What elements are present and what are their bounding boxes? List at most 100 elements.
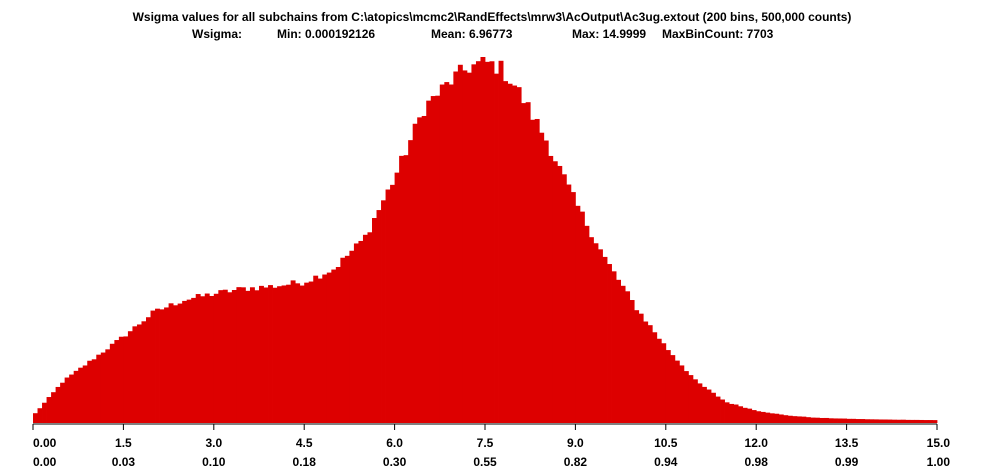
histogram-bar	[227, 292, 233, 423]
histogram-bar	[584, 225, 590, 423]
histogram-bar	[213, 293, 219, 423]
x-tick-label: 4.5	[296, 436, 313, 450]
histogram-bar	[421, 115, 427, 423]
histogram-bar	[833, 418, 838, 423]
histogram-bar	[304, 282, 310, 423]
histogram-bar	[896, 419, 902, 423]
histogram-bar	[204, 293, 210, 423]
histogram-bar	[512, 85, 518, 423]
histogram-bar	[394, 172, 400, 423]
histogram-bar	[824, 417, 829, 423]
histogram-bar	[87, 360, 93, 423]
histogram-bar	[209, 295, 215, 423]
histogram-bar	[64, 377, 70, 423]
histogram-bar	[751, 410, 757, 423]
histogram-bar	[561, 174, 567, 423]
histogram-bar	[222, 289, 228, 423]
histogram-bar	[118, 336, 124, 423]
stats-maxbincount: MaxBinCount: 7703	[662, 27, 774, 41]
histogram-bar	[552, 161, 558, 423]
histogram-bar	[109, 343, 115, 423]
histogram-bar	[448, 84, 454, 423]
histogram-bar	[191, 297, 197, 423]
x-tick-label: 0.00	[33, 436, 57, 450]
histogram-bar	[444, 82, 450, 423]
histogram-bar	[629, 300, 635, 423]
x-tick-label: 12.0	[745, 436, 769, 450]
histogram-bar	[200, 296, 206, 423]
histogram-bar	[652, 332, 658, 423]
histogram-bar	[769, 413, 775, 423]
histogram-bar	[747, 408, 753, 423]
histogram-bar	[679, 365, 685, 423]
histogram-bar	[159, 309, 165, 423]
histogram-bar	[249, 287, 255, 423]
histogram-bar	[33, 413, 38, 423]
histogram-bar	[548, 155, 554, 423]
histogram-bar	[268, 285, 273, 423]
histogram-bar	[367, 232, 373, 423]
histogram-bar	[353, 243, 359, 423]
histogram-bar	[46, 397, 52, 423]
histogram-bar	[168, 303, 174, 423]
histogram-bar	[638, 313, 644, 423]
histogram-bar	[711, 392, 716, 423]
histogram-bar	[878, 419, 884, 423]
histogram-bar	[742, 407, 748, 423]
histogram-bar	[882, 419, 888, 423]
histogram-bar	[575, 205, 581, 423]
histogram-bar	[96, 354, 102, 423]
histogram-bar	[661, 343, 667, 423]
histogram-bar	[765, 412, 771, 423]
histogram-bar	[385, 189, 391, 423]
histogram-bar	[760, 411, 766, 423]
histogram-bar	[918, 419, 924, 423]
histogram-bar	[860, 419, 866, 423]
histogram-bar	[570, 192, 576, 423]
histogram-bar	[313, 275, 319, 423]
cdf-tick-label: 0.99	[835, 455, 859, 469]
histogram-bar	[792, 416, 798, 423]
histogram-bar	[634, 310, 640, 423]
histogram-bar	[855, 419, 861, 423]
histogram-bar	[403, 155, 409, 423]
histogram-bar	[299, 285, 305, 423]
cdf-tick-label: 0.10	[202, 455, 226, 469]
histogram-bar	[263, 287, 269, 423]
histogram-bar	[335, 267, 341, 423]
cdf-tick-label: 0.30	[383, 455, 407, 469]
histogram-bar	[485, 61, 490, 423]
histogram-bar	[426, 100, 432, 423]
histogram-bar	[557, 165, 563, 423]
histogram-bar	[539, 132, 545, 423]
histogram-bar	[620, 285, 626, 423]
histogram-bar	[842, 418, 847, 423]
histogram-bar	[665, 350, 671, 423]
cdf-tick-label: 0.98	[745, 455, 769, 469]
histogram-bar	[399, 155, 405, 424]
histogram-bar	[100, 352, 106, 423]
histogram-bar	[932, 420, 938, 423]
histogram-bar	[914, 419, 920, 423]
cdf-tick-label: 0.94	[654, 455, 678, 469]
histogram-bar	[259, 285, 264, 423]
x-tick-label: 10.5	[654, 436, 678, 450]
histogram-bar	[647, 325, 653, 423]
histogram-bar	[146, 317, 151, 423]
histogram-bar	[173, 305, 179, 423]
histogram-bar	[435, 95, 441, 423]
histogram-bar	[349, 250, 355, 423]
cdf-tick-label: 1.00	[927, 455, 951, 469]
histogram-bar	[290, 280, 296, 423]
histogram-bar	[417, 117, 423, 424]
histogram-bar	[543, 140, 549, 423]
histogram-bar	[846, 418, 852, 423]
x-tick-label: 6.0	[386, 436, 403, 450]
histogram-bar	[796, 416, 802, 423]
x-tick-label: 3.0	[205, 436, 222, 450]
histogram-bar	[602, 256, 608, 423]
histogram-bar	[240, 287, 246, 423]
histogram-bar	[729, 403, 734, 423]
cdf-tick-label: 0.82	[564, 455, 588, 469]
histogram-bar	[155, 308, 160, 423]
